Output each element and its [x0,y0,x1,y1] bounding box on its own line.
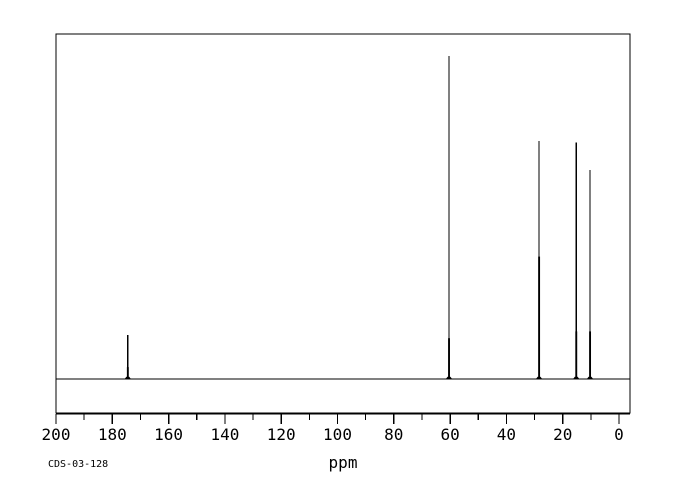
plot-frame [55,33,631,414]
x-tick-label: 20 [553,425,572,444]
x-tick-label: 180 [98,425,127,444]
x-tick-label: 100 [323,425,352,444]
x-tick-label: 0 [614,425,624,444]
x-axis-title: ppm [329,453,358,472]
peak-foot-hump [124,376,131,379]
peak-foot-hump [573,376,580,379]
peak-group [124,56,594,379]
x-tick-label: 120 [267,425,296,444]
peak-foot-hump [586,376,594,379]
peak-foot-hump [535,376,543,379]
x-axis-ticks [55,414,620,424]
x-tick-label: 200 [42,425,71,444]
sample-code-label: CDS-03-128 [48,459,108,470]
x-tick-label: 80 [384,425,403,444]
peak-foot-hump [445,376,453,379]
x-tick-label: 140 [210,425,239,444]
x-axis-tick-labels: 200 180 160 140 120 100 80 60 40 20 0 [42,425,624,444]
x-tick-label: 60 [440,425,459,444]
x-tick-label: 40 [497,425,516,444]
x-tick-label: 160 [154,425,183,444]
